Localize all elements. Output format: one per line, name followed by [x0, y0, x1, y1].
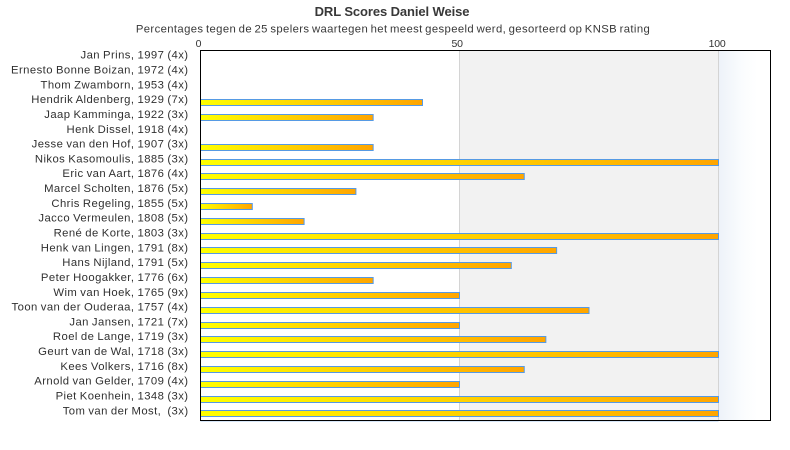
svg-text:Percentages tegen de 25 speler: Percentages tegen de 25 spelers waartege… [136, 23, 650, 35]
svg-text:Geurt van de Wal, 1718 (3x): Geurt van de Wal, 1718 (3x) [38, 346, 188, 358]
svg-text:Peter Hoogakker, 1776 (6x): Peter Hoogakker, 1776 (6x) [41, 272, 189, 284]
svg-text:René de Korte, 1803 (3x): René de Korte, 1803 (3x) [54, 228, 189, 240]
svg-text:Jan Prins, 1997 (4x): Jan Prins, 1997 (4x) [81, 50, 189, 62]
svg-text:DRL Scores Daniel Weise: DRL Scores Daniel Weise [315, 4, 470, 19]
svg-text:Marcel Scholten, 1876 (5x): Marcel Scholten, 1876 (5x) [44, 183, 188, 195]
svg-text:Hans Nijland, 1791 (5x): Hans Nijland, 1791 (5x) [62, 257, 188, 269]
svg-text:Chris Regeling, 1855 (5x): Chris Regeling, 1855 (5x) [51, 198, 188, 210]
svg-text:100: 100 [709, 38, 726, 50]
svg-text:Nikos Kasomoulis, 1885 (3x): Nikos Kasomoulis, 1885 (3x) [35, 153, 189, 165]
svg-text:Henk van Lingen, 1791 (8x): Henk van Lingen, 1791 (8x) [41, 242, 189, 254]
svg-text:Jan Jansen, 1721 (7x): Jan Jansen, 1721 (7x) [69, 316, 188, 328]
svg-text:Jaap Kamminga, 1922 (3x): Jaap Kamminga, 1922 (3x) [44, 109, 188, 121]
svg-text:Piet Koenhein, 1348 (3x): Piet Koenhein, 1348 (3x) [56, 391, 189, 403]
svg-text:Roel de Lange, 1719 (3x): Roel de Lange, 1719 (3x) [53, 331, 189, 343]
svg-text:Jesse van den Hof, 1907 (3x): Jesse van den Hof, 1907 (3x) [32, 139, 189, 151]
svg-text:Kees Volkers, 1716 (8x): Kees Volkers, 1716 (8x) [60, 361, 188, 373]
svg-text:Jacco Vermeulen, 1808 (5x): Jacco Vermeulen, 1808 (5x) [38, 213, 188, 225]
svg-text:Toon van der Ouderaa, 1757 (4x: Toon van der Ouderaa, 1757 (4x) [12, 302, 189, 314]
svg-text:Henk Dissel, 1918 (4x): Henk Dissel, 1918 (4x) [66, 124, 188, 136]
svg-text:0: 0 [196, 38, 202, 50]
svg-text:Wim van Hoek, 1765 (9x): Wim van Hoek, 1765 (9x) [53, 287, 188, 299]
svg-text:Ernesto Bonne Boizan, 1972 (4x: Ernesto Bonne Boizan, 1972 (4x) [11, 65, 188, 77]
svg-text:50: 50 [452, 38, 464, 50]
svg-text:Hendrik Aldenberg, 1929 (7x): Hendrik Aldenberg, 1929 (7x) [31, 94, 188, 106]
svg-text:Thom Zwamborn, 1953 (4x): Thom Zwamborn, 1953 (4x) [41, 79, 189, 91]
svg-text:Eric van Aart, 1876 (4x): Eric van Aart, 1876 (4x) [62, 168, 188, 180]
svg-text:Tom van der Most, (3x): Tom van der Most, (3x) [63, 405, 189, 417]
svg-text:Arnold van Gelder, 1709 (4x): Arnold van Gelder, 1709 (4x) [34, 376, 188, 388]
